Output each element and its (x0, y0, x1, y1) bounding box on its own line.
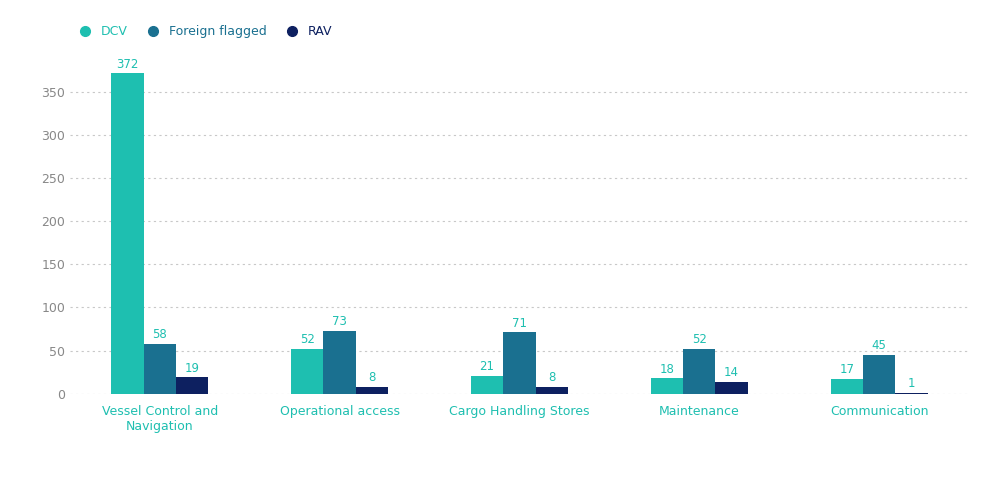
Bar (650, 378, 683, 394)
Text: 18: 18 (659, 362, 674, 375)
Text: 8: 8 (548, 371, 555, 384)
Bar (895, 393, 928, 394)
Text: 58: 58 (153, 328, 167, 341)
Bar (715, 382, 748, 394)
Text: 71: 71 (511, 317, 527, 330)
Text: 14: 14 (724, 366, 739, 379)
Text: 1: 1 (908, 377, 915, 390)
Text: 52: 52 (300, 333, 315, 346)
Bar (471, 375, 503, 394)
Bar (144, 344, 176, 394)
Text: 52: 52 (692, 333, 706, 346)
Text: 19: 19 (185, 361, 200, 375)
Bar (111, 73, 144, 394)
Text: 17: 17 (839, 363, 854, 376)
Text: 73: 73 (333, 315, 347, 328)
Text: 372: 372 (116, 58, 139, 71)
Text: 8: 8 (369, 371, 376, 384)
Bar (324, 331, 356, 394)
Bar (356, 387, 389, 394)
Bar (503, 333, 535, 394)
Text: 45: 45 (872, 339, 886, 352)
Bar (863, 355, 895, 394)
Bar (176, 377, 209, 394)
Bar (535, 387, 568, 394)
Bar (830, 379, 863, 394)
Bar (683, 349, 715, 394)
Legend: DCV, Foreign flagged, RAV: DCV, Foreign flagged, RAV (67, 20, 338, 43)
Bar (291, 349, 324, 394)
Text: 21: 21 (480, 360, 495, 373)
